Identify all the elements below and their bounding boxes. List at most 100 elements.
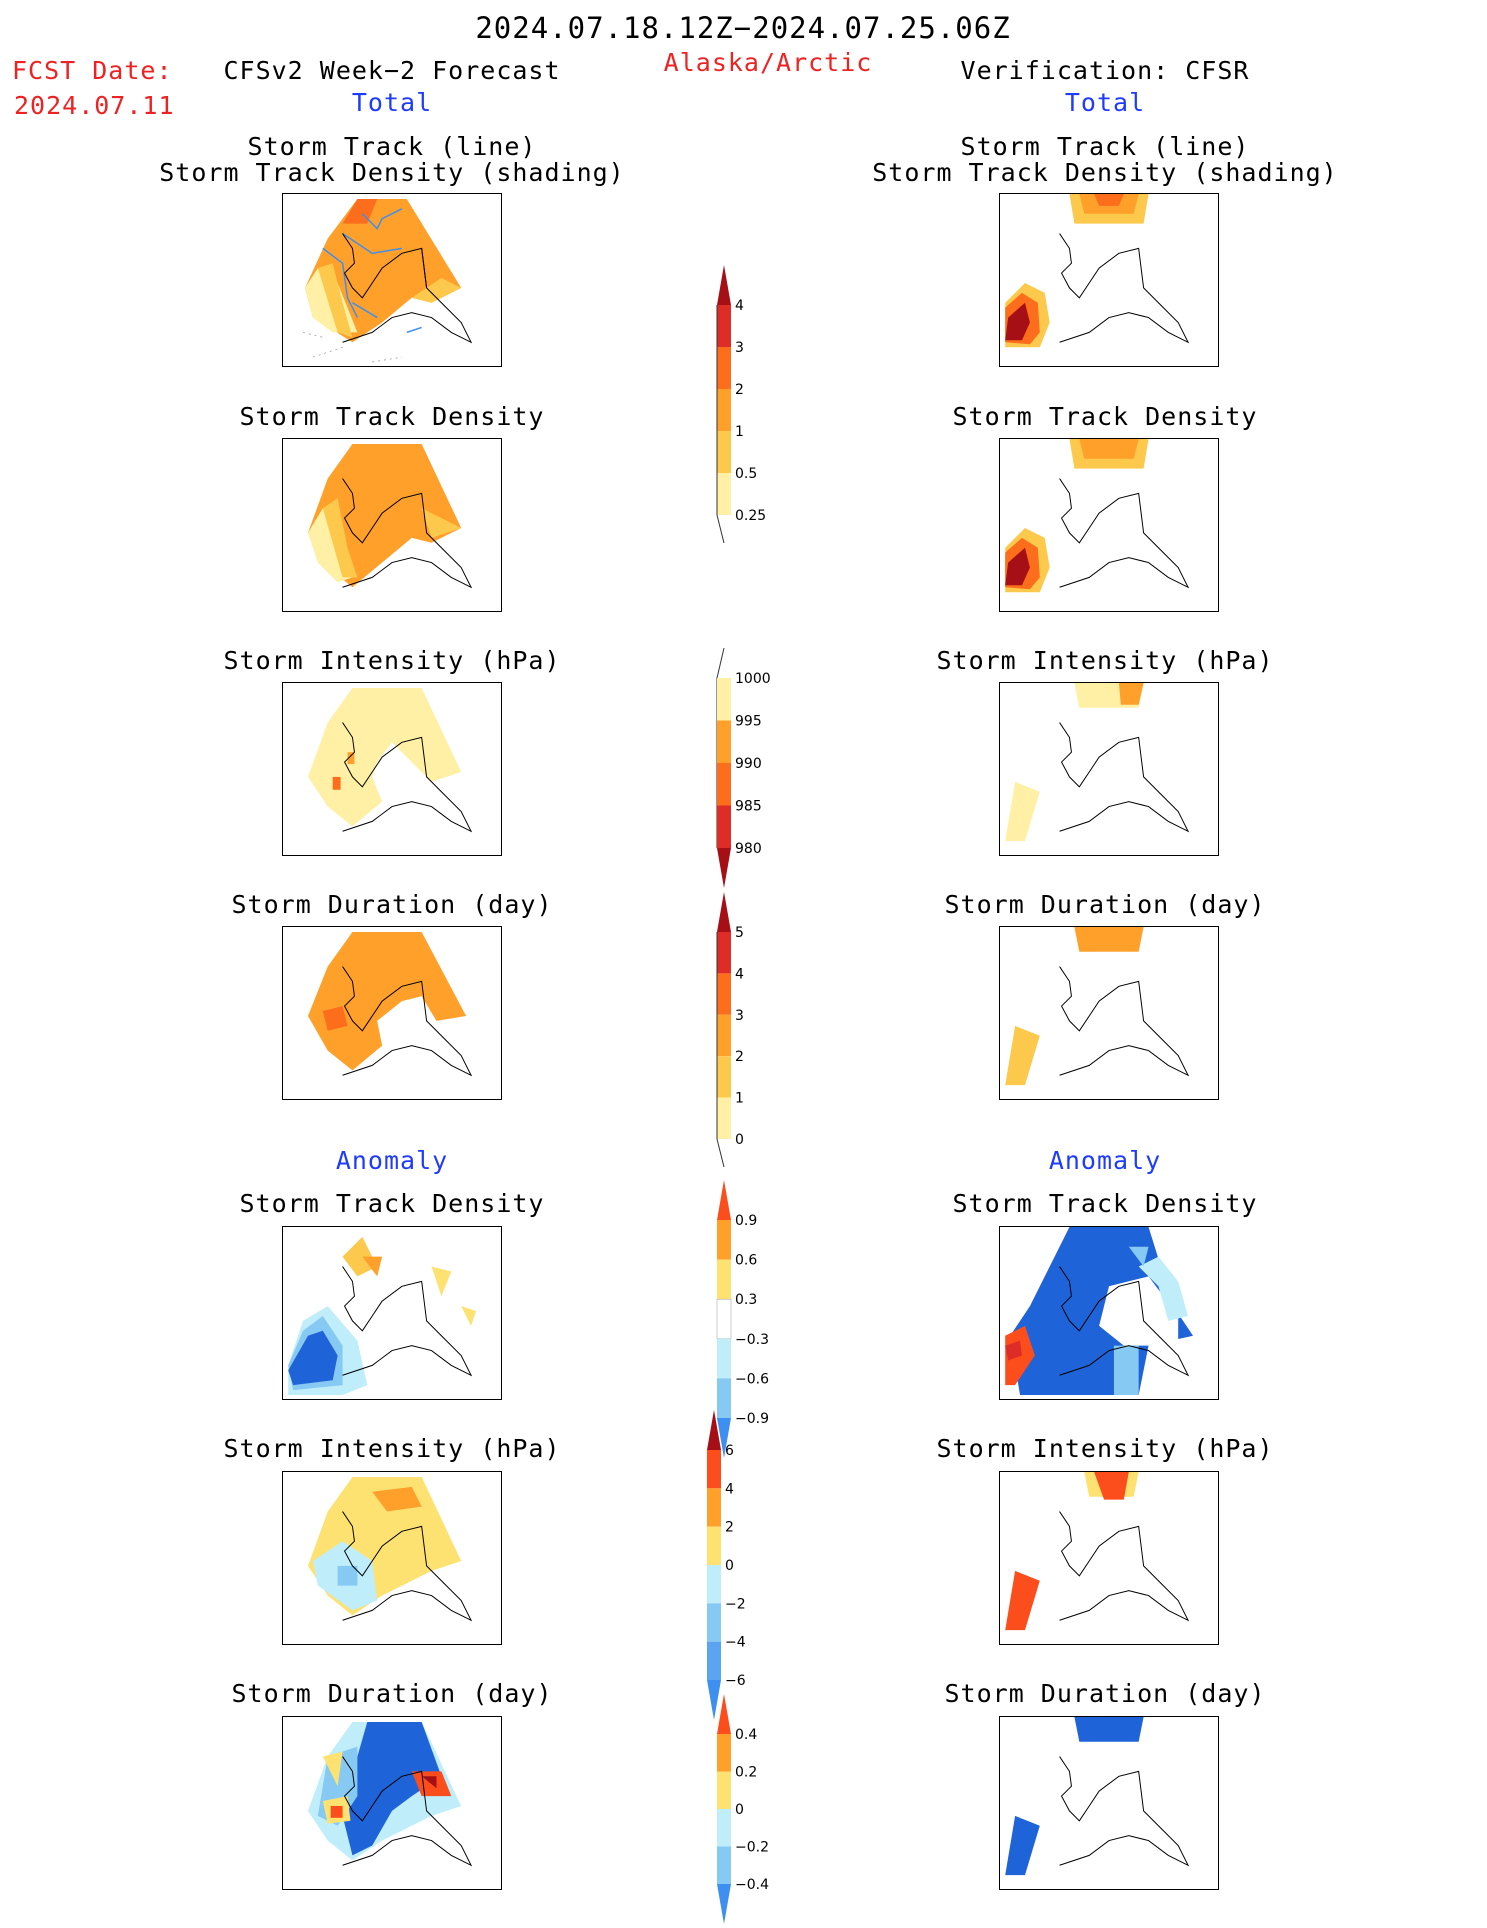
colorbar-tick-label: 0.3 <box>735 1292 757 1308</box>
map-cfsr-density <box>999 438 1219 612</box>
duration_total-svg: 5 4 3 2 1 0 <box>716 892 744 1168</box>
colorbar-segment <box>717 473 731 515</box>
left-anom-density-title: Storm Track Density <box>239 1189 545 1218</box>
colorbar-tick-label: −0.3 <box>735 1332 769 1348</box>
colorbar-tick-label: −0.2 <box>735 1840 769 1856</box>
colorbar-tick-label: 0.9 <box>735 1213 757 1229</box>
colorbar-tick-label: −6 <box>725 1673 746 1689</box>
colorbar-segment <box>707 1526 721 1565</box>
colorbar-tick-label: 3 <box>735 1008 744 1024</box>
colorbar-tick-label: 4 <box>735 298 744 314</box>
colorbar-density-anom: 0.9 0.6 0.3 −0.3 −0.6 −0.9 <box>715 1180 769 1458</box>
colorbar-tick-label: 990 <box>735 756 762 772</box>
colorbar-tick-label: 3 <box>735 340 744 356</box>
region-title: Alaska/Arctic <box>663 48 873 77</box>
map-cfsr-track <box>999 193 1219 367</box>
colorbar-arrow-top <box>717 1694 731 1734</box>
colorbar-tick-label: 0.2 <box>735 1765 757 1781</box>
intensity_anom-svg: 6 4 2 0 −2 −4 −6 <box>707 1410 746 1720</box>
colorbar-arrow-bottom <box>717 848 731 888</box>
colorbar-segment <box>717 1338 731 1379</box>
colorbar-arrow-bottom <box>717 1884 731 1924</box>
map-fcst-track <box>282 193 502 367</box>
colorbar-tick-label: 2 <box>735 1049 744 1065</box>
map-fcst-anom-intensity <box>282 1471 502 1645</box>
left-track-title-2: Storm Track Density (shading) <box>159 158 625 187</box>
colorbar-tick-label: 0.25 <box>735 508 766 524</box>
colorbar-tick-label: 0.6 <box>735 1253 757 1269</box>
colorbar-segment <box>707 1641 721 1680</box>
map-cfsr-anom-duration <box>999 1716 1219 1890</box>
intensity_total-svg: 1000 995 990 985 980 <box>716 647 771 888</box>
left-total-label: Total <box>351 88 433 117</box>
colorbar-segment <box>717 389 731 431</box>
colorbar-tick-label: −0.6 <box>735 1371 769 1387</box>
colorbar-density-total: 4 3 2 1 0.5 0.25 <box>715 265 766 545</box>
colorbar-tick-label: 1 <box>735 1091 744 1107</box>
left-density-title: Storm Track Density <box>239 402 545 431</box>
colorbar-tick-label: 6 <box>725 1443 734 1459</box>
colorbar-segment <box>717 805 731 848</box>
colorbar-segment <box>717 1014 731 1057</box>
colorbar-arrow-top <box>717 1180 731 1220</box>
colorbar-segment <box>707 1603 721 1642</box>
left-anom-duration-title: Storm Duration (day) <box>231 1679 553 1708</box>
right-duration-title: Storm Duration (day) <box>944 890 1266 919</box>
colorbar-duration-anom: 0.4 0.2 0 −0.2 −0.4 <box>715 1694 769 1924</box>
colorbar-segment <box>717 1734 731 1772</box>
map-cfsr-intensity <box>999 682 1219 856</box>
colorbar-tick-label: −0.4 <box>735 1877 769 1893</box>
colorbar-tick-label: 0 <box>735 1132 744 1148</box>
colorbar-segment <box>717 1097 731 1139</box>
left-duration-title: Storm Duration (day) <box>231 890 553 919</box>
colorbar-arrow-top <box>717 265 731 305</box>
colorbar-arrow-bottom <box>717 1418 731 1458</box>
left-column-title: CFSv2 Week−2 Forecast <box>223 56 561 85</box>
right-total-label: Total <box>1064 88 1146 117</box>
colorbar-tick-label: −4 <box>725 1635 746 1651</box>
colorbar-segment <box>717 1771 731 1809</box>
map-cfsr-duration <box>999 926 1219 1100</box>
right-anom-intensity-title: Storm Intensity (hPa) <box>936 1434 1274 1463</box>
map-fcst-anom-density <box>282 1226 502 1400</box>
colorbar-tick-label: 0.5 <box>735 466 757 482</box>
fcst-date-value: 2024.07.11 <box>14 91 175 120</box>
colorbar-segment <box>717 305 731 347</box>
colorbar-segment <box>717 431 731 473</box>
colorbar-tick-label: 1000 <box>735 671 771 687</box>
map-cfsr-anom-density <box>999 1226 1219 1400</box>
colorbar-segment <box>717 1220 731 1260</box>
colorbar-segment <box>717 678 731 721</box>
colorbar-arrow-top <box>717 892 731 932</box>
duration_anom-svg: 0.4 0.2 0 −0.2 −0.4 <box>717 1694 769 1924</box>
right-track-title-1: Storm Track (line) <box>960 132 1250 161</box>
colorbar-tick-label: 5 <box>735 925 744 941</box>
right-anom-density-title: Storm Track Density <box>952 1189 1258 1218</box>
right-anom-duration-title: Storm Duration (day) <box>944 1679 1266 1708</box>
colorbar-segment <box>717 1846 731 1884</box>
colorbar-segment <box>717 973 731 1015</box>
map-cfsr-anom-intensity <box>999 1471 1219 1645</box>
left-intensity-title: Storm Intensity (hPa) <box>223 646 561 675</box>
colorbar-segment <box>707 1488 721 1527</box>
colorbar-arrow-top <box>707 1410 721 1450</box>
right-column-title: Verification: CFSR <box>960 56 1250 85</box>
colorbar-duration-total: 5 4 3 2 1 0 <box>715 892 755 1169</box>
map-fcst-duration <box>282 926 502 1100</box>
colorbar-segment <box>717 932 731 974</box>
fcst-date-label: FCST Date: <box>12 56 173 85</box>
colorbar-segment <box>717 1259 731 1300</box>
colorbar-tick-label: 4 <box>725 1481 734 1497</box>
colorbar-segment <box>707 1450 721 1489</box>
colorbar-tick-label: 2 <box>735 382 744 398</box>
colorbar-segment <box>716 1298 732 1340</box>
density_anom-svg: 0.9 0.6 0.3 −0.3 −0.6 −0.9 <box>716 1180 769 1458</box>
density_total-svg: 4 3 2 1 0.5 0.25 <box>716 265 766 544</box>
colorbar-tick-label: 0 <box>725 1558 734 1574</box>
colorbar-tick-label: 4 <box>735 966 744 982</box>
forecast-period: 2024.07.18.12Z−2024.07.25.06Z <box>475 11 1011 45</box>
map-fcst-anom-duration <box>282 1716 502 1890</box>
colorbar-segment <box>717 1378 731 1418</box>
right-anomaly-label: Anomaly <box>1048 1146 1162 1175</box>
colorbar-tick-label: 995 <box>735 714 762 730</box>
